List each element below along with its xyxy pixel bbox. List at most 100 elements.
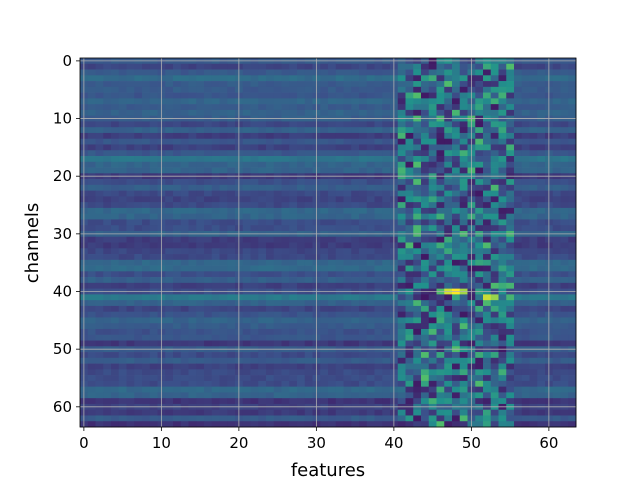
heatmap-cell <box>405 75 414 82</box>
heatmap-cell <box>335 127 344 134</box>
heatmap-cell <box>297 127 306 134</box>
heatmap-cell <box>211 421 220 428</box>
heatmap-cell <box>514 248 523 255</box>
heatmap-cell <box>428 104 437 111</box>
heatmap-cell <box>111 386 120 393</box>
heatmap-cell <box>366 398 375 405</box>
heatmap-cell <box>335 409 344 416</box>
heatmap-cell <box>219 265 228 272</box>
heatmap-cell <box>421 156 430 163</box>
heatmap-cell <box>506 317 515 324</box>
heatmap-cell <box>335 92 344 99</box>
heatmap-cell <box>180 213 189 220</box>
heatmap-cell <box>188 86 197 93</box>
heatmap-cell <box>126 179 135 186</box>
heatmap-cell <box>126 196 135 203</box>
heatmap-cell <box>258 86 267 93</box>
heatmap-cell <box>87 282 96 289</box>
heatmap-cell <box>134 248 143 255</box>
heatmap-cell <box>452 352 461 359</box>
heatmap-cell <box>521 421 530 428</box>
heatmap-cell <box>560 328 569 336</box>
heatmap-cell <box>444 265 453 272</box>
heatmap-cell <box>343 156 352 163</box>
heatmap-cell <box>529 109 538 117</box>
heatmap-cell <box>343 75 352 82</box>
heatmap-cell <box>490 190 499 197</box>
heatmap-cell <box>498 254 507 261</box>
heatmap-cell <box>180 340 189 347</box>
heatmap-cell <box>374 196 383 203</box>
heatmap-cell <box>149 75 158 82</box>
heatmap-cell <box>142 98 151 105</box>
heatmap-cell <box>242 265 251 272</box>
heatmap-cell <box>196 179 205 186</box>
heatmap-cell <box>149 300 158 307</box>
heatmap-cell <box>126 340 135 347</box>
heatmap-cell <box>366 300 375 307</box>
heatmap-cell <box>529 190 538 197</box>
heatmap-cell <box>304 311 313 318</box>
heatmap-cell <box>568 75 577 82</box>
heatmap-cell <box>514 421 523 428</box>
heatmap-cell <box>421 323 430 330</box>
heatmap-cell <box>134 132 143 140</box>
heatmap-cell <box>514 219 523 226</box>
heatmap-cell <box>219 277 228 284</box>
heatmap-cell <box>204 294 213 301</box>
heatmap-cell <box>126 121 135 128</box>
heatmap-cell <box>343 300 352 307</box>
heatmap-cell <box>452 277 461 284</box>
heatmap-cell <box>289 144 298 151</box>
heatmap-cell <box>103 86 112 93</box>
heatmap-cell <box>459 156 468 163</box>
heatmap-cell <box>219 282 228 289</box>
heatmap-cell <box>142 271 151 278</box>
heatmap-cell <box>173 196 182 203</box>
heatmap-cell <box>552 86 561 93</box>
heatmap-cell <box>103 300 112 307</box>
heatmap-cell <box>335 334 344 341</box>
heatmap-cell <box>250 144 259 151</box>
heatmap-cell <box>413 179 422 186</box>
heatmap-cell <box>188 75 197 82</box>
heatmap-cell <box>444 92 453 99</box>
heatmap-cell <box>560 398 569 405</box>
heatmap-cell <box>250 259 259 266</box>
heatmap-cell <box>196 380 205 387</box>
heatmap-cell <box>560 254 569 261</box>
heatmap-cell <box>475 144 484 151</box>
heatmap-cell <box>111 81 120 88</box>
heatmap-cell <box>529 219 538 226</box>
heatmap-cell <box>568 69 577 76</box>
heatmap-cell <box>134 375 143 382</box>
heatmap-cell <box>366 202 375 209</box>
heatmap-cell <box>126 75 135 82</box>
heatmap-cell <box>219 196 228 203</box>
heatmap-cell <box>134 421 143 428</box>
heatmap-cell <box>529 144 538 151</box>
heatmap-cell <box>529 179 538 186</box>
heatmap-cell <box>149 328 158 336</box>
heatmap-cell <box>374 248 383 255</box>
heatmap-cell <box>382 248 391 255</box>
heatmap-cell <box>498 369 507 376</box>
heatmap-cell <box>188 242 197 249</box>
heatmap-cell <box>126 150 135 157</box>
heatmap-cell <box>428 340 437 347</box>
heatmap-cell <box>188 236 197 243</box>
heatmap-cell <box>552 386 561 393</box>
heatmap-cell <box>397 156 406 163</box>
heatmap-cell <box>506 328 515 336</box>
heatmap-cell <box>266 213 275 220</box>
heatmap-cell <box>227 363 236 370</box>
heatmap-cell <box>320 317 329 324</box>
heatmap-cell <box>273 196 282 203</box>
heatmap-cell <box>475 369 484 376</box>
heatmap-cell <box>134 156 143 163</box>
y-tick-label: 60 <box>53 398 72 416</box>
heatmap-cell <box>149 219 158 226</box>
heatmap-cell <box>281 311 290 318</box>
heatmap-cell <box>196 69 205 76</box>
heatmap-cell <box>397 179 406 186</box>
